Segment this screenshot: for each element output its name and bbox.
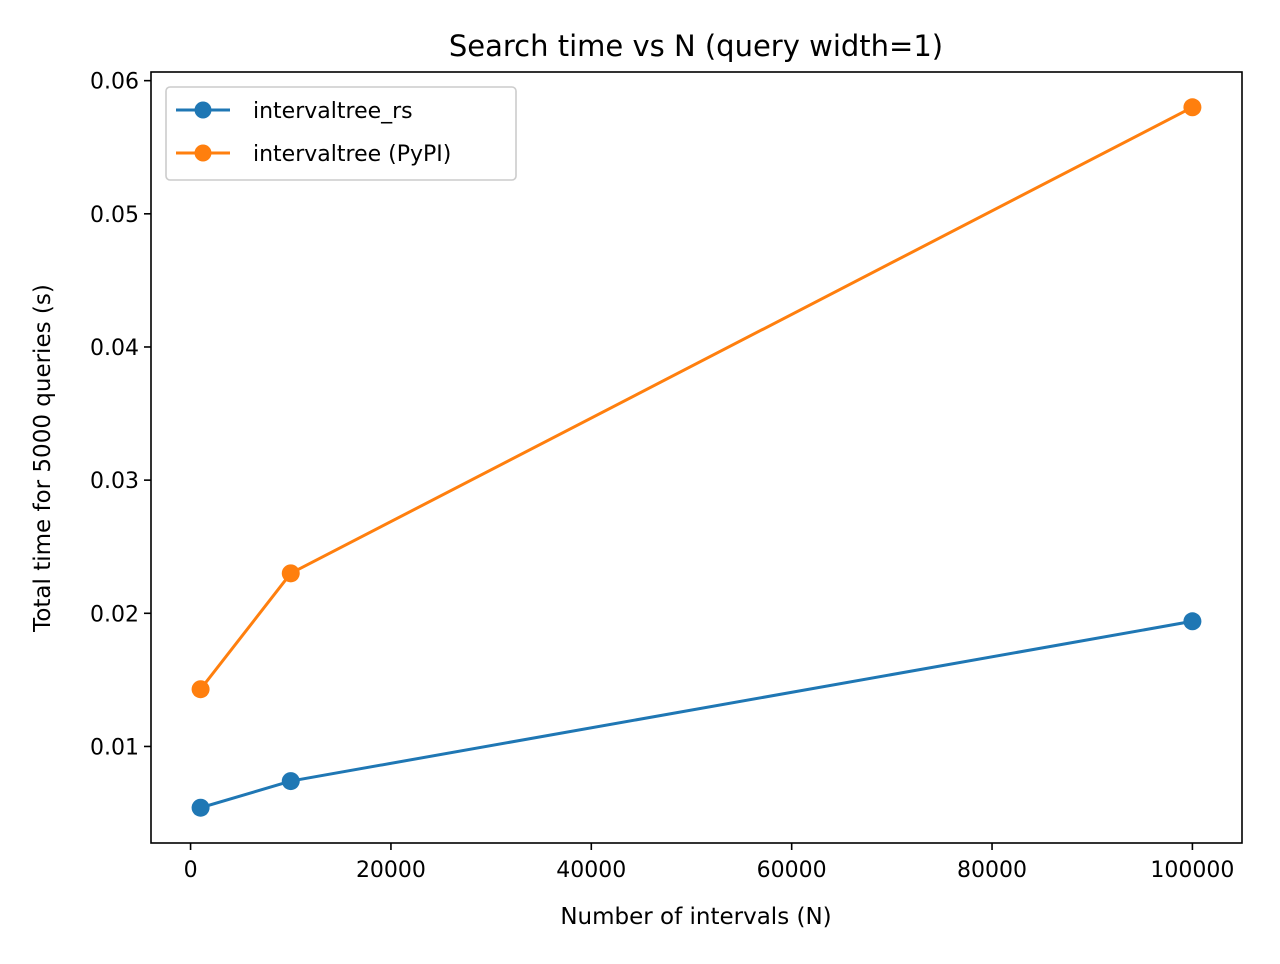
chart-title: Search time vs N (query width=1): [449, 29, 943, 63]
x-axis-label: Number of intervals (N): [560, 904, 831, 930]
data-point-intervaltree-rs: [1183, 612, 1202, 631]
series-layer: [191, 98, 1202, 817]
legend: intervaltree_rs intervaltree (PyPI): [165, 86, 517, 181]
data-point-intervaltree-rs: [281, 772, 300, 791]
legend-marker-intervaltree-pypi: [194, 144, 212, 162]
y-tick-label: 0.04: [90, 336, 139, 361]
data-point-intervaltree-rs: [191, 798, 210, 817]
legend-label-intervaltree-rs: intervaltree_rs: [253, 99, 413, 124]
y-tick-label: 0.01: [90, 735, 139, 760]
y-tick-label: 0.06: [90, 70, 139, 95]
x-tick-label: 0: [184, 858, 198, 883]
plot-frame: [150, 71, 1243, 844]
y-axis-label: Total time for 5000 queries (s): [30, 284, 56, 633]
data-point-intervaltree-pypi: [281, 564, 300, 583]
y-tick-label: 0.05: [90, 203, 139, 228]
data-point-intervaltree-pypi: [1183, 98, 1202, 117]
x-tick-label: 80000: [957, 858, 1027, 883]
x-tick-label: 40000: [556, 858, 626, 883]
x-tick-label: 100000: [1150, 858, 1234, 883]
legend-marker-intervaltree-rs: [194, 101, 212, 119]
y-tick-label: 0.03: [90, 469, 139, 494]
x-tick-label: 20000: [356, 858, 426, 883]
y-tick-label: 0.02: [90, 602, 139, 627]
ticks-layer: 0 20000 40000 60000 80000 100000 0.01 0.02 0.03 0…: [90, 70, 1234, 883]
legend-box: [165, 86, 517, 181]
x-tick-label: 60000: [757, 858, 827, 883]
data-point-intervaltree-pypi: [191, 680, 210, 699]
legend-label-intervaltree-pypi: intervaltree (PyPI): [253, 142, 451, 167]
